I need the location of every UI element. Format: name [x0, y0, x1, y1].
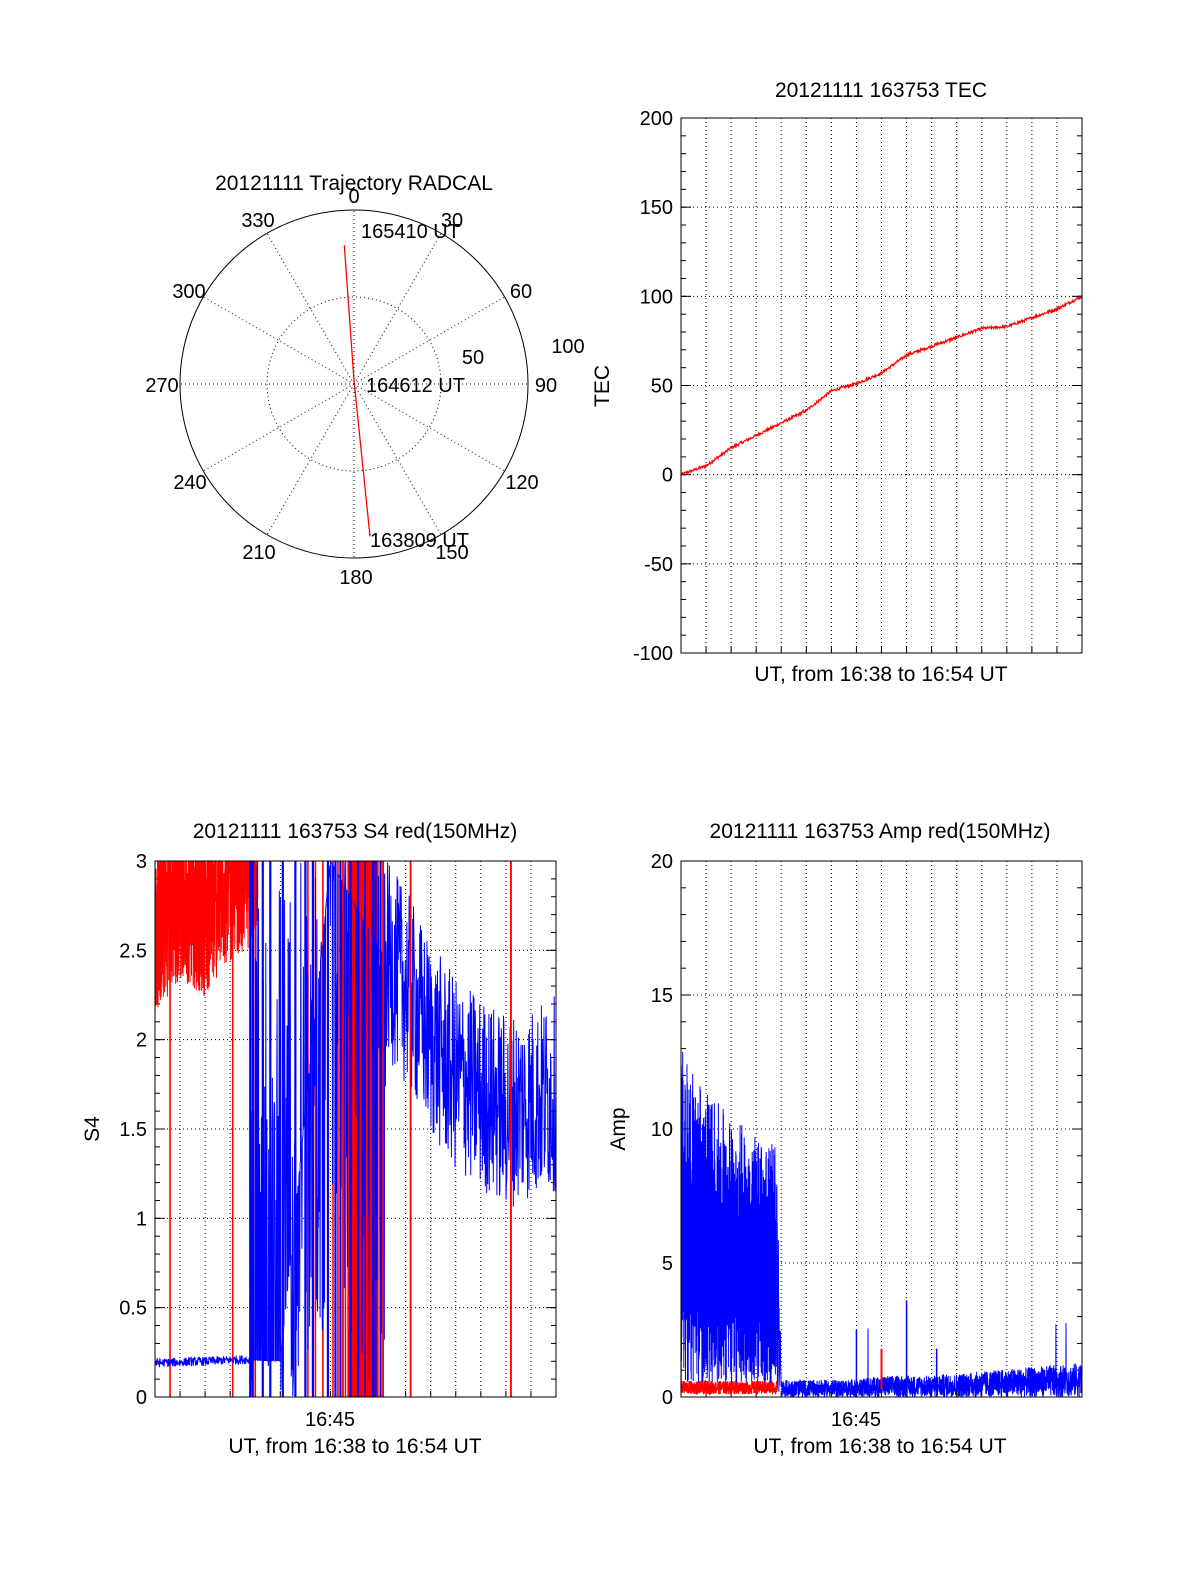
angle-label-210: 210	[242, 542, 275, 564]
tec-ytick-label: 150	[640, 197, 673, 219]
polar-grid-ring-50	[266, 296, 442, 472]
amp-y-label: Amp	[607, 1107, 630, 1150]
s4-ytick-label: 2.5	[119, 940, 147, 962]
tec-panel: 20121111 163753 TEC -100-50050100150200 …	[591, 79, 1083, 686]
tec-ytick-label: 50	[651, 376, 673, 398]
tec-x-label: UT, from 16:38 to 16:54 UT	[754, 663, 1007, 686]
polar-spoke-210	[266, 383, 355, 535]
amp-ytick-label: 20	[651, 851, 673, 873]
s4-x-tick-1645: 16:45	[305, 1409, 355, 1431]
polar-spoke-330	[266, 233, 355, 385]
tec-ytick-label: -100	[633, 643, 673, 665]
angle-label-330: 330	[241, 210, 274, 232]
trajectory-title: 20121111 Trajectory RADCAL	[215, 172, 493, 195]
polar-spoke-120	[353, 383, 505, 472]
tec-y-ticks: -100 -50 0 50 100 150 200	[633, 108, 673, 665]
amp-ytick-label: 0	[662, 1387, 673, 1409]
amp-x-label: UT, from 16:38 to 16:54 UT	[753, 1435, 1006, 1458]
polar-spoke-240	[203, 383, 355, 472]
amp-grid	[681, 860, 1082, 1398]
amp-y-ticks: 0 5 10 15 20	[651, 851, 673, 1409]
s4-title: 20121111 163753 S4 red(150MHz)	[193, 820, 518, 843]
amp-ytick-label: 5	[662, 1253, 673, 1275]
s4-ytick-label: 0.5	[119, 1298, 147, 1320]
polar-spoke-60	[353, 296, 505, 385]
tec-y-label: TEC	[591, 365, 614, 407]
angle-label-0: 0	[348, 186, 359, 208]
tec-ytick-label: -50	[644, 554, 673, 576]
trajectory-start-label: 163809 UT	[370, 530, 469, 552]
angle-label-270: 270	[145, 375, 178, 397]
amp-ytick-label: 15	[651, 985, 673, 1007]
angle-label-60: 60	[510, 281, 532, 303]
s4-ytick-label: 1	[136, 1208, 147, 1230]
angle-label-240: 240	[173, 472, 206, 494]
amp-ytick-label: 10	[651, 1119, 673, 1141]
s4-ytick-label: 2	[136, 1030, 147, 1052]
tec-title: 20121111 163753 TEC	[775, 79, 987, 102]
polar-outer-ring	[179, 209, 529, 559]
s4-blue-line	[154, 859, 557, 1397]
amp-title: 20121111 163753 Amp red(150MHz)	[710, 820, 1051, 843]
s4-y-ticks: 0 0.5 1 1.5 2 2.5 3	[119, 851, 147, 1409]
amp-frame	[680, 860, 1083, 1398]
amp-red-line	[680, 1378, 779, 1396]
trajectory-panel: 20121111 Trajectory RADCAL 0 30 60 90 12…	[145, 172, 584, 589]
s4-y-label: S4	[81, 1116, 104, 1142]
s4-blue-series	[154, 859, 557, 1397]
trajectory-line	[343, 245, 371, 537]
s4-frame	[154, 860, 557, 1398]
angle-label-150: 150	[435, 542, 468, 564]
s4-x-label: UT, from 16:38 to 16:54 UT	[228, 1435, 481, 1458]
s4-ytick-label: 1.5	[119, 1119, 147, 1141]
amp-red-series	[680, 1348, 883, 1396]
tec-ytick-label: 100	[640, 286, 673, 308]
radius-label-50: 50	[462, 347, 484, 369]
s4-ytick-label: 3	[136, 851, 147, 873]
trajectory-end-label: 165410 UT	[361, 221, 460, 243]
angle-label-120: 120	[505, 472, 538, 494]
tec-frame	[680, 117, 1083, 654]
s4-ytick-label: 0	[136, 1387, 147, 1409]
angle-label-90: 90	[535, 375, 557, 397]
tec-series-line	[680, 294, 1083, 477]
amp-panel: 20121111 163753 Amp red(150MHz) 0 5 10 15 20…	[607, 820, 1083, 1458]
tec-ytick-label: 200	[640, 108, 673, 130]
radius-label-100: 100	[551, 336, 584, 358]
amp-x-tick-1645: 16:45	[831, 1409, 881, 1431]
tec-grid	[681, 117, 1082, 654]
polar-spoke-150	[353, 383, 442, 535]
polar-angle-labels: 0 30 60 90 120 150 180 210 240 270 300 3…	[145, 186, 557, 589]
trajectory-mid-label: 164612 UT	[366, 375, 465, 397]
angle-label-180: 180	[339, 567, 372, 589]
polar-grid	[180, 210, 528, 558]
angle-label-300: 300	[172, 281, 205, 303]
tec-ytick-label: 0	[662, 465, 673, 487]
polar-spoke-300	[203, 296, 355, 385]
angle-label-30: 30	[441, 210, 463, 232]
s4-panel: 20121111 163753 S4 red(150MHz) 0 0.5 1 1.5 2…	[81, 820, 557, 1458]
polar-spoke-30	[353, 233, 442, 385]
